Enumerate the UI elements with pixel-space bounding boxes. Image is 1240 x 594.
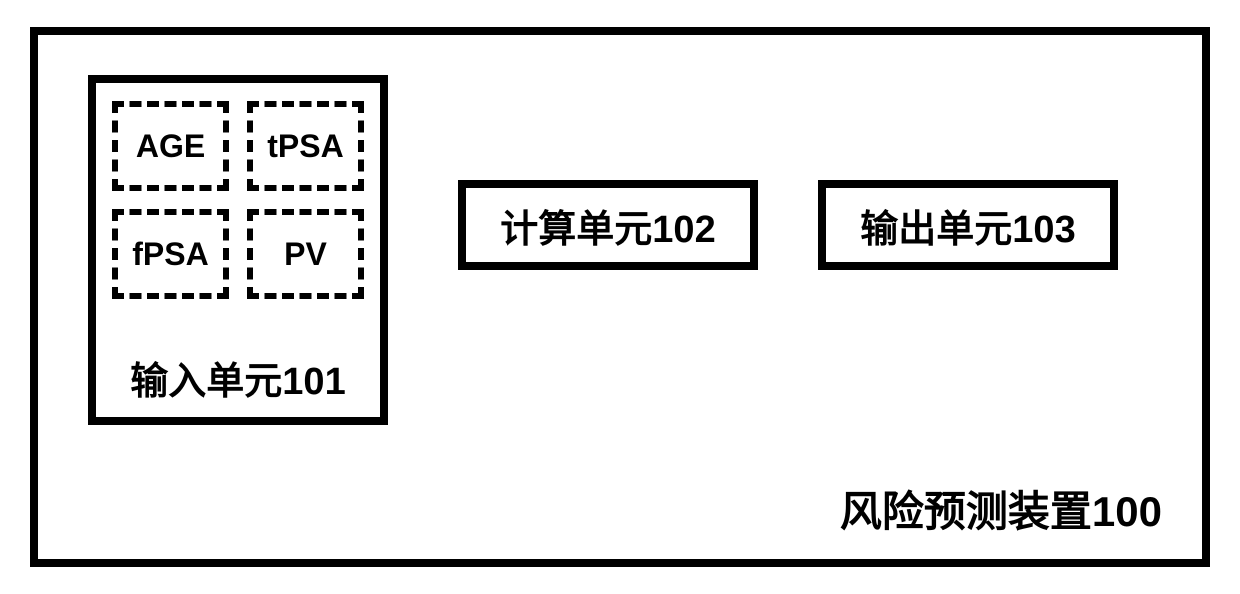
param-label: tPSA [267, 128, 343, 165]
input-unit-block: AGE tPSA fPSA PV 输入单元101 [88, 75, 388, 425]
param-grid: AGE tPSA fPSA PV [96, 83, 380, 317]
param-label: AGE [136, 128, 205, 165]
param-tpsa: tPSA [247, 101, 364, 191]
device-label: 风险预测装置100 [840, 478, 1162, 539]
param-pv: PV [247, 209, 364, 299]
param-label: fPSA [132, 236, 208, 273]
param-fpsa: fPSA [112, 209, 229, 299]
param-age: AGE [112, 101, 229, 191]
output-unit-label: 输出单元103 [860, 198, 1075, 253]
calc-unit-block: 计算单元102 [458, 180, 758, 270]
output-unit-block: 输出单元103 [818, 180, 1118, 270]
input-unit-label: 输入单元101 [96, 350, 380, 405]
device-container: AGE tPSA fPSA PV 输入单元101 计算单元102 输出单元103… [30, 27, 1210, 567]
param-label: PV [284, 236, 327, 273]
calc-unit-label: 计算单元102 [500, 198, 715, 253]
